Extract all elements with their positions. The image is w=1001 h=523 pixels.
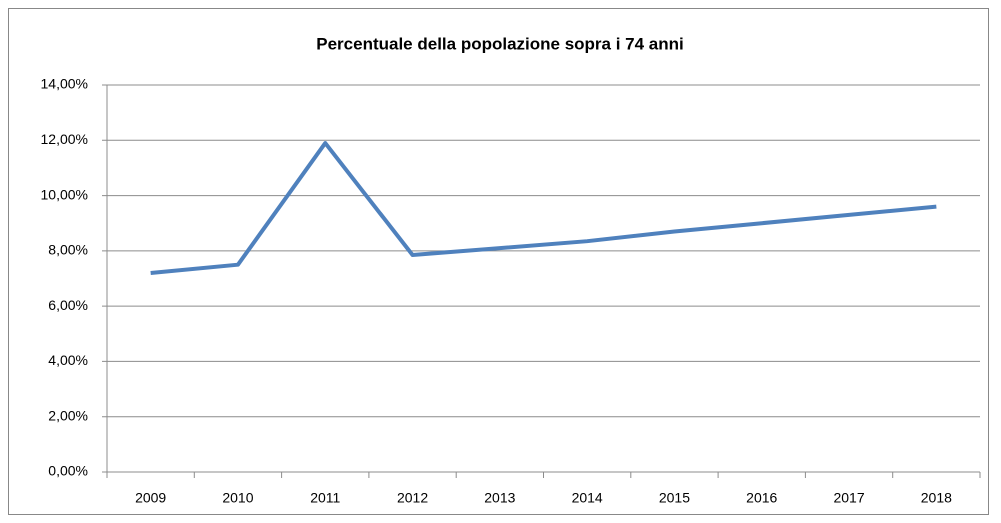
x-tick-label: 2012 bbox=[397, 490, 428, 506]
x-tick-label: 2016 bbox=[746, 490, 777, 506]
x-tick-label: 2013 bbox=[484, 490, 515, 506]
y-tick-label: 0,00% bbox=[48, 463, 88, 479]
data-line bbox=[150, 141, 937, 275]
y-tick-label: 12,00% bbox=[41, 131, 88, 147]
y-tick-label: 14,00% bbox=[41, 76, 88, 92]
chart-title: Percentuale della popolazione sopra i 74… bbox=[316, 34, 684, 53]
y-tick-label: 8,00% bbox=[48, 242, 88, 258]
x-tick-label: 2010 bbox=[222, 490, 253, 506]
x-tick-label: 2018 bbox=[921, 490, 952, 506]
x-tick-label: 2009 bbox=[135, 490, 166, 506]
x-tick-label: 2011 bbox=[310, 490, 340, 506]
chart-border bbox=[8, 8, 989, 515]
y-tick-label: 6,00% bbox=[48, 297, 88, 313]
x-tick-label: 2015 bbox=[659, 490, 690, 506]
x-tick-label: 2014 bbox=[572, 490, 603, 506]
x-tick-label: 2017 bbox=[833, 490, 864, 506]
y-tick-label: 10,00% bbox=[41, 186, 88, 202]
y-tick-label: 2,00% bbox=[48, 407, 88, 423]
y-tick-label: 4,00% bbox=[48, 352, 88, 368]
